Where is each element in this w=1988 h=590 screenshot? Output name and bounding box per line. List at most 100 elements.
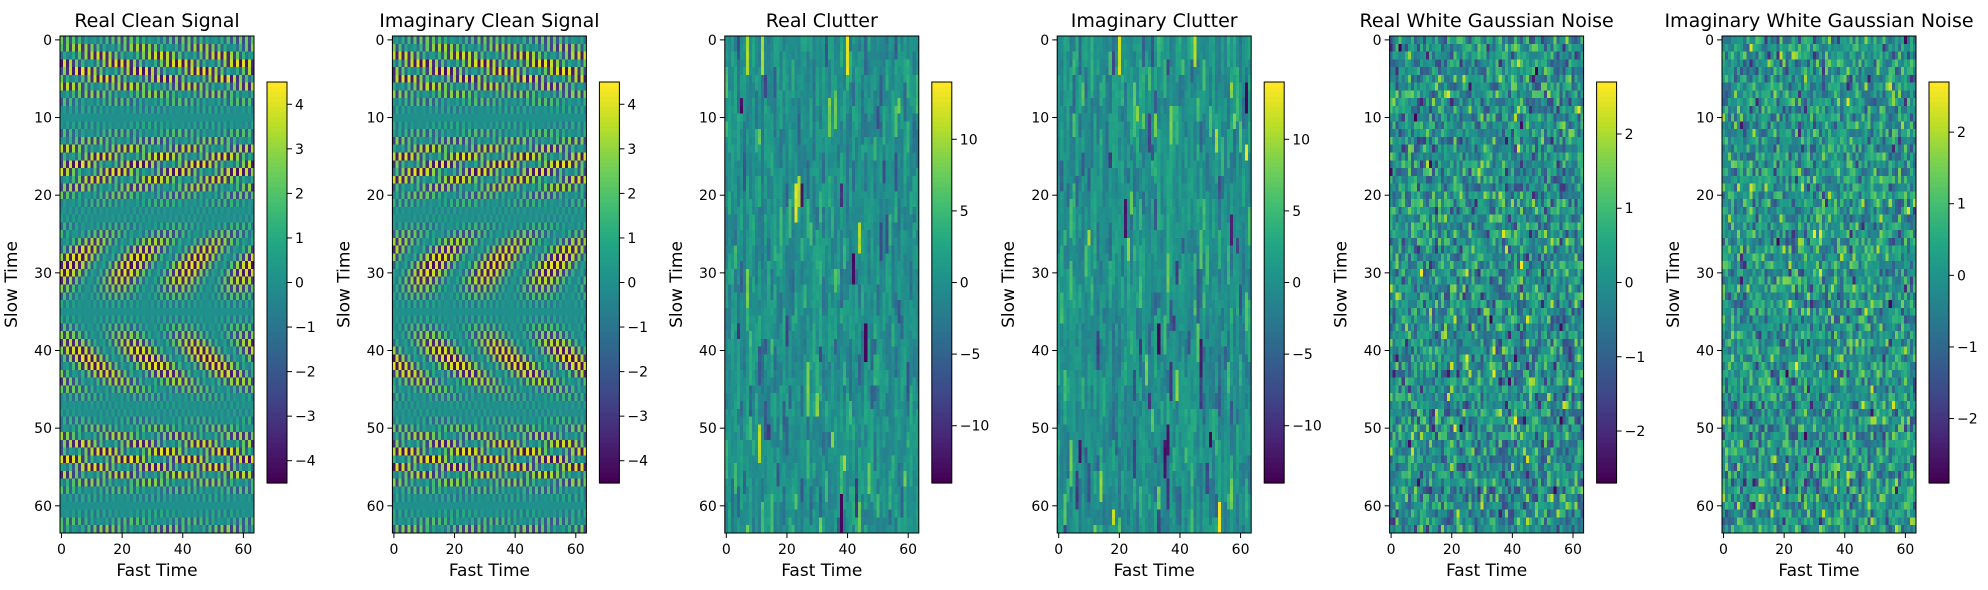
plot-frame: [391, 35, 587, 534]
colorbar-segment: [599, 287, 620, 294]
colorbar-segment: [599, 92, 620, 98]
colorbar-segment: [1596, 177, 1617, 183]
colorbar-segment: [1264, 257, 1285, 264]
colorbar-segment: [267, 417, 287, 424]
x-tick-label: 0: [1719, 542, 1728, 558]
colorbar-segment: [1929, 262, 1949, 269]
colorbar-segment: [267, 267, 287, 274]
colorbar-segment: [1596, 387, 1617, 394]
x-tick-label: 60: [234, 542, 252, 558]
colorbar-segment: [1264, 382, 1285, 389]
colorbar-segment: [1596, 447, 1617, 454]
y-tick-label: 10: [1031, 111, 1049, 127]
colorbar-segment: [1929, 312, 1949, 319]
colorbar-segment: [267, 82, 287, 88]
colorbar-segment: [931, 257, 952, 264]
colorbar-segment: [267, 242, 287, 249]
colorbar-segment: [1264, 427, 1285, 434]
colorbar-segment: [267, 167, 287, 173]
colorbar-segment: [1929, 167, 1949, 173]
colorbar-segment: [1929, 337, 1949, 344]
colorbar-segment: [267, 307, 287, 314]
colorbar-segment: [1264, 232, 1285, 238]
colorbar-segment: [599, 397, 620, 404]
colorbar-segment: [1264, 322, 1285, 329]
colorbar-tick-label: −4: [627, 454, 648, 470]
colorbar-segment: [1929, 112, 1949, 118]
y-axis-label: Slow Time: [1332, 241, 1352, 328]
colorbar-segment: [599, 192, 620, 198]
colorbar-tick-label: 1: [627, 231, 636, 247]
colorbar-segment: [931, 147, 952, 153]
colorbar-segment: [267, 407, 287, 414]
colorbar-segment: [599, 402, 620, 409]
colorbar-segment: [1596, 152, 1617, 158]
colorbar-segment: [1929, 327, 1949, 334]
colorbar-segment: [1596, 162, 1617, 168]
colorbar-segment: [1596, 407, 1617, 414]
heatmap-image: [1389, 36, 1584, 533]
colorbar-segment: [1929, 157, 1949, 163]
colorbar-segment: [1929, 367, 1949, 374]
colorbar-segment: [1264, 342, 1285, 349]
colorbar-segment: [267, 142, 287, 148]
colorbar-segment: [1264, 187, 1285, 193]
y-tick-label: 50: [34, 421, 52, 437]
colorbar-tick-label: 4: [295, 97, 304, 113]
colorbar-tick-label: 10: [1292, 132, 1310, 148]
colorbar-segment: [1929, 437, 1949, 444]
colorbar-segment: [267, 457, 287, 464]
heatmap-image: [1057, 36, 1252, 533]
colorbar-segment: [1264, 102, 1285, 108]
colorbar-segment: [1596, 377, 1617, 384]
colorbar-segment: [267, 387, 287, 394]
colorbar-segment: [931, 212, 952, 218]
colorbar-segment: [1264, 362, 1285, 369]
colorbar-segment: [1264, 282, 1285, 289]
colorbar-segment: [1929, 352, 1949, 359]
colorbar-tick-label: −2: [1625, 424, 1646, 440]
colorbar-segment: [267, 332, 287, 339]
colorbar-segment: [931, 107, 952, 113]
y-tick-label: 30: [1364, 266, 1382, 282]
colorbar-segment: [1596, 102, 1617, 108]
colorbar-segment: [1596, 222, 1617, 228]
colorbar-segment: [267, 447, 287, 454]
colorbar-segment: [931, 197, 952, 203]
colorbar-segment: [1596, 182, 1617, 188]
colorbar-segment: [1596, 287, 1617, 294]
colorbar-segment: [267, 272, 287, 279]
colorbar-segment: [1596, 417, 1617, 424]
colorbar-segment: [931, 252, 952, 259]
colorbar-segment: [1264, 167, 1285, 173]
colorbar-segment: [1929, 207, 1949, 213]
colorbar-segment: [1929, 377, 1949, 384]
colorbar-segment: [931, 97, 952, 103]
colorbar-tick-label: −4: [295, 454, 316, 470]
colorbar-segment: [1596, 412, 1617, 419]
colorbar-segment: [1264, 452, 1285, 459]
colorbar-segment: [599, 222, 620, 228]
colorbar-segment: [267, 217, 287, 223]
colorbar-segment: [599, 297, 620, 304]
colorbar-segment: [1596, 297, 1617, 304]
colorbar-tick-label: −1: [1625, 350, 1646, 366]
y-tick-label: 50: [1364, 421, 1382, 437]
colorbar-segment: [1596, 112, 1617, 118]
colorbar-segment: [267, 202, 287, 208]
colorbar-segment: [931, 227, 952, 233]
colorbar-segment: [599, 187, 620, 193]
colorbar-segment: [1929, 447, 1949, 454]
colorbar-segment: [1596, 452, 1617, 459]
colorbar-segment: [1929, 152, 1949, 158]
colorbar-segment: [599, 467, 620, 474]
colorbar-segment: [931, 477, 952, 484]
heatmap-image: [1722, 36, 1916, 533]
colorbar-segment: [1264, 152, 1285, 158]
colorbar-segment: [1929, 347, 1949, 354]
colorbar-segment: [1596, 167, 1617, 173]
colorbar-segment: [599, 152, 620, 158]
x-tick-label: 0: [722, 542, 731, 558]
colorbar-segment: [1264, 372, 1285, 379]
colorbar-tick-label: −2: [295, 365, 316, 381]
